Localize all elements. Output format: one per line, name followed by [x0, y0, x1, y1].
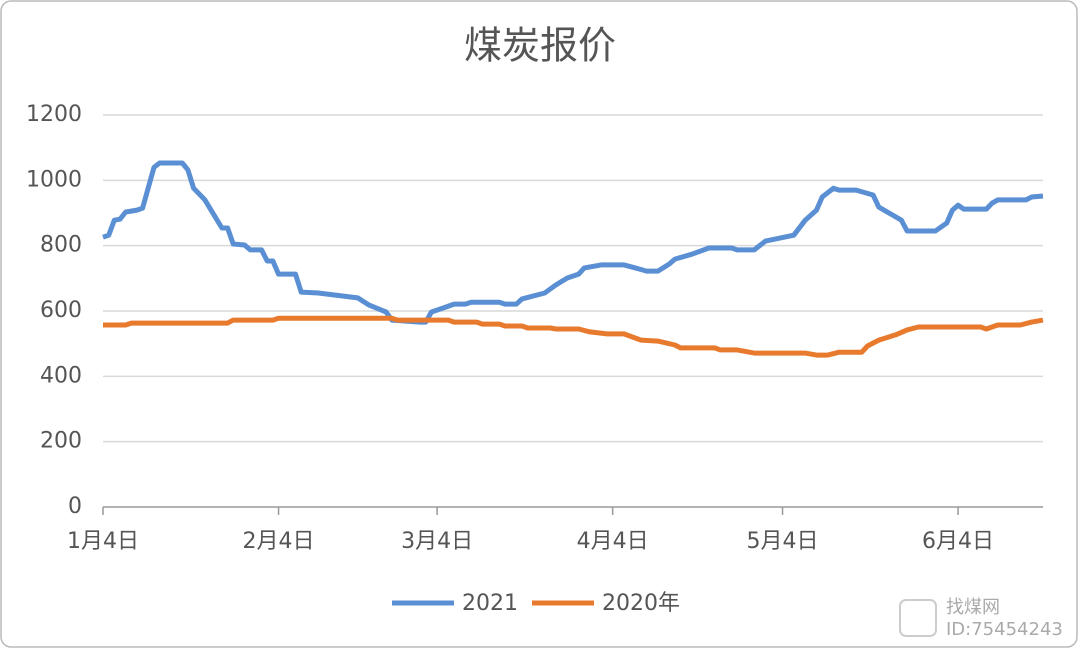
series-line — [102, 160, 1044, 325]
y-tick-label: 200 — [40, 429, 82, 454]
y-tick-label: 600 — [40, 298, 82, 323]
y-tick-label: 1000 — [26, 167, 82, 192]
watermark-id: ID:75454243 — [946, 619, 1063, 640]
x-tick-label: 3月4日 — [401, 529, 473, 554]
y-tick-label: 1200 — [26, 102, 82, 127]
watermark-name: 找煤网 — [946, 597, 1000, 618]
y-tick-label: 0 — [68, 494, 82, 519]
legend-label: 2020年 — [602, 591, 680, 616]
x-tick-label: 4月4日 — [577, 529, 649, 554]
y-tick-label: 400 — [40, 363, 82, 388]
series-line — [103, 315, 1044, 358]
watermark: 找煤网 ID:75454243 — [899, 597, 1063, 640]
x-tick-label: 5月4日 — [747, 529, 819, 554]
chart-title: 煤炭报价 — [464, 24, 616, 68]
x-tick-label: 6月4日 — [922, 529, 994, 554]
x-tick-label: 2月4日 — [243, 529, 315, 554]
y-tick-label: 800 — [40, 233, 82, 258]
legend-label: 2021 — [462, 591, 518, 616]
watermark-icon — [899, 599, 937, 637]
x-tick-label: 1月4日 — [67, 529, 139, 554]
